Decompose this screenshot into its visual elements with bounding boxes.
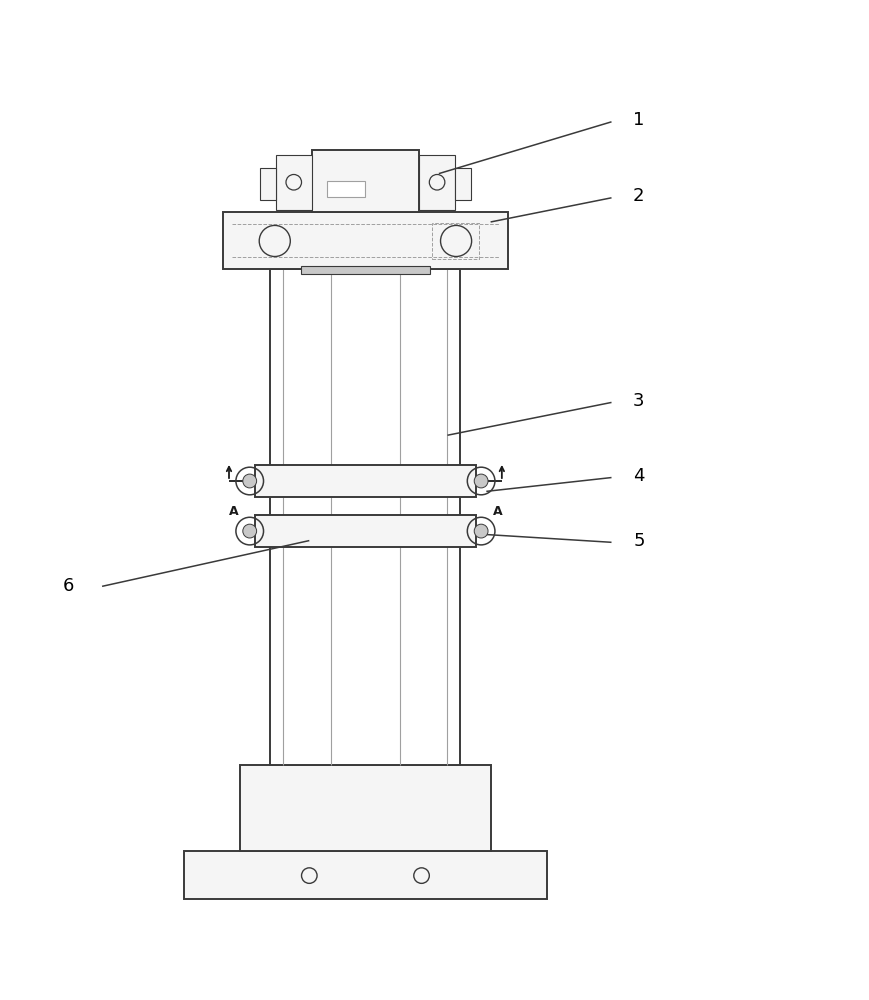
- Circle shape: [242, 474, 256, 488]
- Bar: [255, 515, 476, 547]
- Circle shape: [242, 524, 256, 538]
- Bar: [432, 223, 480, 259]
- Bar: [312, 150, 419, 212]
- Bar: [327, 181, 366, 197]
- Bar: [260, 168, 275, 200]
- Circle shape: [474, 474, 488, 488]
- Bar: [455, 168, 471, 200]
- Bar: [223, 212, 507, 269]
- Text: 5: 5: [634, 532, 645, 550]
- Circle shape: [474, 524, 488, 538]
- Bar: [419, 155, 455, 210]
- Text: 4: 4: [634, 467, 645, 485]
- Bar: [270, 269, 461, 765]
- Bar: [301, 266, 430, 274]
- Bar: [240, 765, 491, 851]
- Text: 6: 6: [63, 577, 75, 595]
- Bar: [275, 155, 312, 210]
- Text: 3: 3: [634, 392, 645, 410]
- Text: 1: 1: [634, 111, 645, 129]
- Text: 2: 2: [634, 187, 645, 205]
- Text: A: A: [493, 505, 502, 518]
- Text: A: A: [229, 505, 238, 518]
- Bar: [255, 465, 476, 497]
- Bar: [184, 851, 547, 899]
